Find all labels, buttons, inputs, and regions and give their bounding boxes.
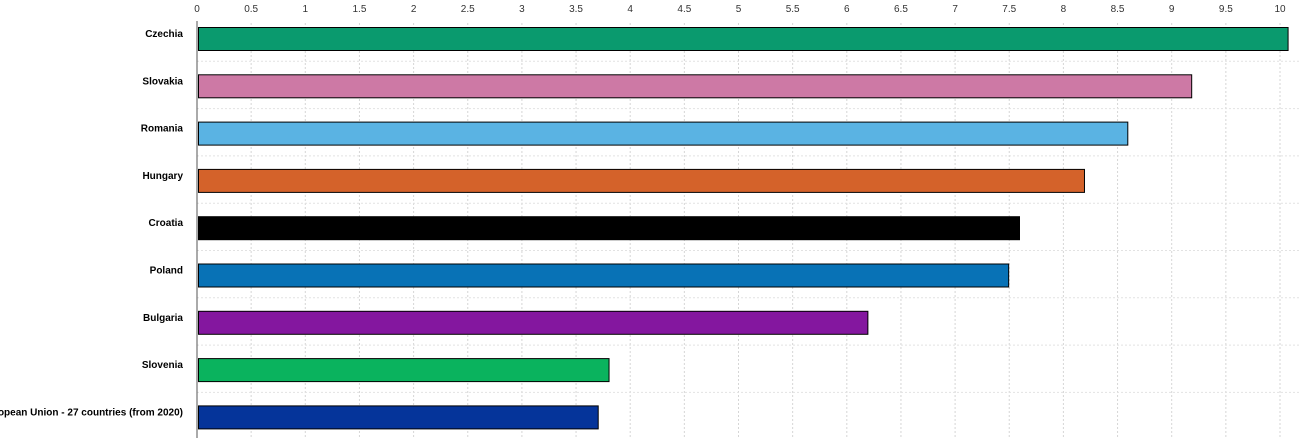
category-label: Poland: [150, 266, 183, 277]
category-label: Croatia: [149, 218, 184, 229]
x-tick-label: 10: [1274, 4, 1286, 15]
x-tick-label: 6.5: [894, 4, 908, 15]
bar-bulgaria: [198, 310, 869, 335]
x-tick-label: 7: [952, 4, 958, 15]
x-tick-label: 4: [627, 4, 633, 15]
x-tick-label: 4.5: [677, 4, 691, 15]
category-label: Hungary: [142, 171, 183, 182]
bar-european-union-27-countries-from-2020: [198, 405, 599, 430]
bar-slovakia: [198, 74, 1193, 99]
x-tick-label: 5: [736, 4, 742, 15]
x-tick-label: 3: [519, 4, 525, 15]
category-label: European Union - 27 countries (from 2020…: [0, 407, 183, 418]
x-tick-label: 0: [194, 4, 200, 15]
category-label: Slovenia: [142, 360, 184, 371]
category-labels: Czechia Slovakia Romania Hungary Croatia Pola…: [0, 29, 183, 418]
bar-poland: [198, 263, 1010, 288]
x-tick-label: 6: [844, 4, 850, 15]
bar-romania: [198, 121, 1129, 146]
x-tick-label: 8: [1061, 4, 1067, 15]
x-tick-label: 0.5: [244, 4, 258, 15]
x-tick-label: 9: [1169, 4, 1175, 15]
x-tick-label: 8.5: [1111, 4, 1125, 15]
bars: [198, 27, 1289, 430]
x-tick-label: 7.5: [1002, 4, 1016, 15]
category-label: Czechia: [145, 29, 183, 40]
bar-slovenia: [198, 358, 610, 383]
category-label: Slovakia: [142, 76, 183, 87]
category-label: Romania: [141, 124, 184, 135]
x-tick-label: 5.5: [786, 4, 800, 15]
x-tick-label: 2: [411, 4, 417, 15]
bar-croatia: [198, 216, 1020, 241]
x-tick-label: 3.5: [569, 4, 583, 15]
bar-czechia: [198, 27, 1289, 51]
x-tick-label: 1: [303, 4, 309, 15]
x-tick-labels: 0 0.5 1 1.5 2 2.5 3 3.5 4 4.5 5 5.5 6 6.5 7 7.5 8 8.5 9 9.5…: [194, 4, 1286, 15]
bar-hungary: [198, 168, 1085, 193]
x-tick-label: 2.5: [461, 4, 475, 15]
x-tick-label: 9.5: [1219, 4, 1233, 15]
x-tick-label: 1.5: [352, 4, 366, 15]
category-label: Bulgaria: [143, 313, 183, 324]
